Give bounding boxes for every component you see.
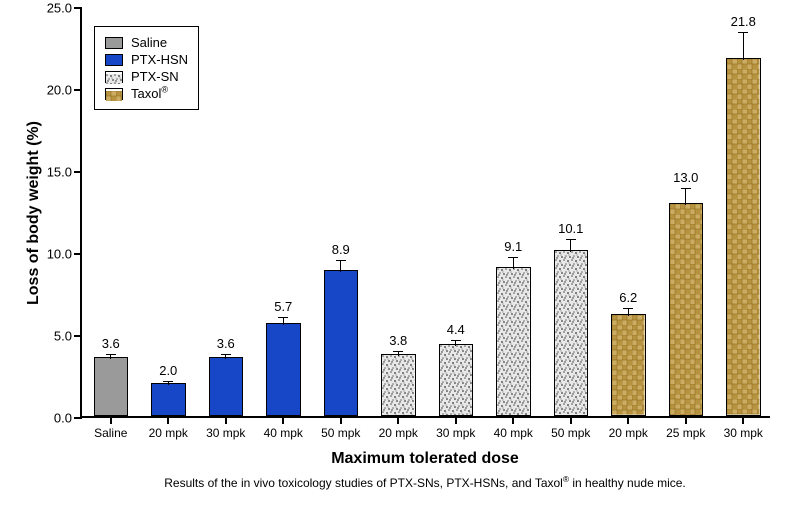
bar	[94, 357, 129, 416]
legend-label: Saline	[131, 35, 167, 50]
bar	[554, 250, 589, 416]
bar	[324, 270, 359, 416]
bar-value-label: 3.8	[389, 333, 407, 348]
x-tick-label: 50 mpk	[551, 416, 590, 440]
y-tick-label: 15.0	[47, 165, 82, 180]
legend-swatch	[105, 71, 123, 83]
x-tick-label: Saline	[94, 416, 127, 440]
legend-item: Taxol®	[105, 86, 188, 101]
legend-swatch	[105, 54, 123, 66]
error-bar	[628, 308, 629, 316]
legend-swatch	[105, 88, 123, 100]
error-bar	[283, 317, 284, 324]
y-tick-label: 20.0	[47, 83, 82, 98]
legend-label: PTX-SN	[131, 69, 179, 84]
y-tick-label: 0.0	[54, 411, 82, 426]
bar-value-label: 9.1	[504, 239, 522, 254]
error-bar	[570, 239, 571, 252]
legend-label: PTX-HSN	[131, 52, 188, 67]
error-cap	[106, 354, 116, 355]
bar	[669, 203, 704, 416]
legend-item: Saline	[105, 35, 188, 50]
bar-value-label: 21.8	[731, 14, 756, 29]
x-tick-label: 30 mpk	[724, 416, 763, 440]
y-axis-title: Loss of body weight (%)	[25, 121, 43, 305]
legend-item: PTX-HSN	[105, 52, 188, 67]
bar-value-label: 4.4	[447, 322, 465, 337]
x-tick-label: 50 mpk	[321, 416, 360, 440]
x-tick-label: 20 mpk	[149, 416, 188, 440]
bar-value-label: 3.6	[102, 336, 120, 351]
bar	[611, 314, 646, 416]
bar	[151, 383, 186, 416]
x-tick-label: 30 mpk	[206, 416, 245, 440]
bar	[381, 354, 416, 416]
error-bar	[743, 32, 744, 61]
bar-value-label: 10.1	[558, 221, 583, 236]
bar	[726, 58, 761, 416]
error-cap	[393, 351, 403, 352]
legend-swatch	[105, 37, 123, 49]
x-tick-label: 20 mpk	[379, 416, 418, 440]
error-cap	[623, 308, 633, 309]
y-tick-label: 10.0	[47, 247, 82, 262]
error-cap	[681, 188, 691, 189]
legend: Saline PTX-HSN PTX-SN Taxol®	[94, 26, 199, 110]
error-cap	[508, 257, 518, 258]
bar	[266, 323, 301, 416]
bar	[209, 357, 244, 416]
legend-item: PTX-SN	[105, 69, 188, 84]
error-cap	[451, 340, 461, 341]
bar-value-label: 5.7	[274, 299, 292, 314]
error-cap	[336, 260, 346, 261]
bar-value-label: 13.0	[673, 170, 698, 185]
error-cap	[278, 317, 288, 318]
error-cap	[163, 381, 173, 382]
error-cap	[221, 354, 231, 355]
bar-value-label: 3.6	[217, 336, 235, 351]
x-tick-label: 40 mpk	[264, 416, 303, 440]
bar-value-label: 6.2	[619, 290, 637, 305]
bar	[496, 267, 531, 416]
x-tick-label: 20 mpk	[609, 416, 648, 440]
legend-label: Taxol®	[131, 86, 168, 101]
x-axis-title: Maximum tolerated dose	[331, 450, 519, 468]
error-bar	[340, 260, 341, 272]
error-bar	[685, 188, 686, 205]
y-tick-label: 5.0	[54, 329, 82, 344]
bar-value-label: 8.9	[332, 242, 350, 257]
error-bar	[513, 257, 514, 269]
chart-caption: Results of the in vivo toxicology studie…	[164, 476, 686, 490]
x-tick-label: 25 mpk	[666, 416, 705, 440]
bar	[439, 344, 474, 416]
x-tick-label: 40 mpk	[494, 416, 533, 440]
x-tick-label: 30 mpk	[436, 416, 475, 440]
error-cap	[566, 239, 576, 240]
y-tick-label: 25.0	[47, 1, 82, 16]
bar-value-label: 2.0	[159, 363, 177, 378]
error-cap	[738, 32, 748, 33]
